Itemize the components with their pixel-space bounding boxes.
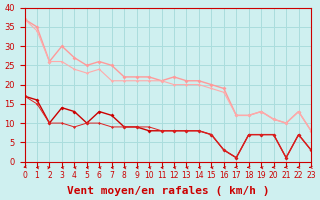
X-axis label: Vent moyen/en rafales ( km/h ): Vent moyen/en rafales ( km/h ) bbox=[67, 186, 269, 196]
